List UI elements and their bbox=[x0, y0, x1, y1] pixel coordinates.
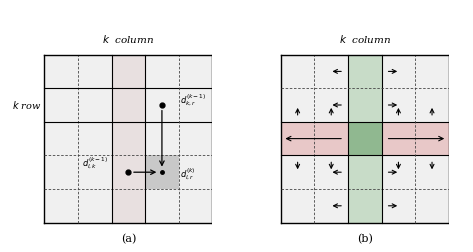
Text: $d_{k,r}^{(k-1)}$: $d_{k,r}^{(k-1)}$ bbox=[180, 92, 207, 108]
Bar bbox=[44, 55, 212, 223]
Text: $k$  column: $k$ column bbox=[102, 33, 155, 45]
Text: $k$ row: $k$ row bbox=[12, 99, 42, 111]
Bar bbox=[348, 122, 382, 155]
Bar bbox=[348, 55, 382, 223]
Bar bbox=[281, 122, 449, 155]
Bar bbox=[281, 55, 449, 223]
Text: $d_{l,k}^{(k-1)}$: $d_{l,k}^{(k-1)}$ bbox=[82, 156, 109, 171]
Text: $k$  column: $k$ column bbox=[339, 33, 391, 45]
Text: (b): (b) bbox=[357, 234, 373, 245]
Bar bbox=[112, 55, 145, 223]
Text: $d_{l,r}^{(k)}$: $d_{l,r}^{(k)}$ bbox=[180, 166, 196, 181]
Bar bbox=[145, 155, 179, 189]
Text: (a): (a) bbox=[121, 234, 136, 245]
